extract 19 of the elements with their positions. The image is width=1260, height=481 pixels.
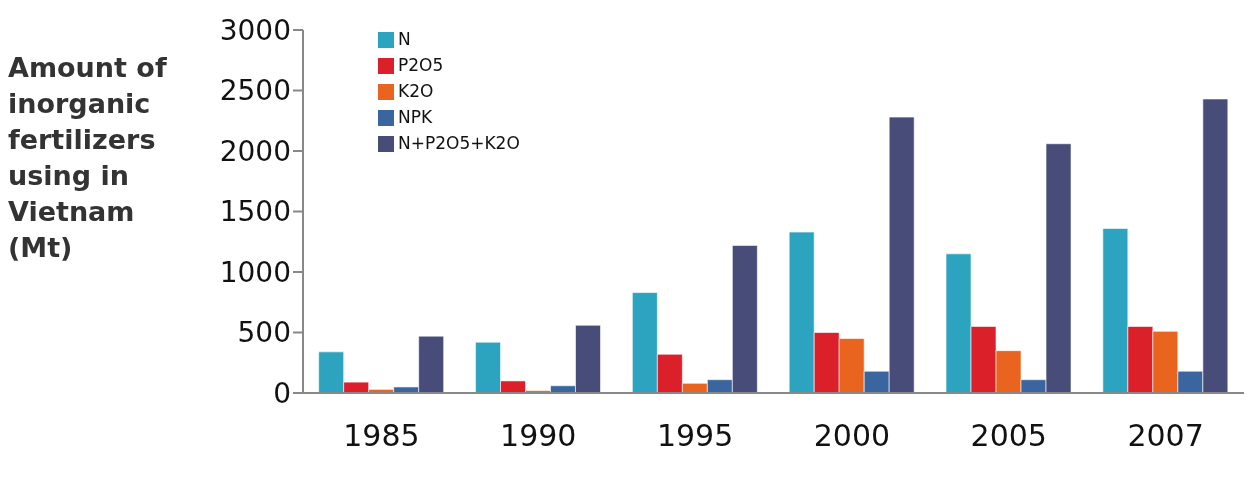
y-tick-label: 3000 [219,13,291,47]
legend-label: NPK [398,107,433,127]
legend-label: K2O [398,81,434,101]
y-axis-title: Amount of inorganic fertilizers using in Vietnam (Mt) [8,51,168,265]
y-tick-label: 0 [273,376,291,410]
x-tick-label: 2000 [813,418,891,454]
y-tick-label: 2500 [219,74,291,108]
legend-label: N+P2O5+K2O [398,133,520,153]
y-tick-label: 500 [237,316,291,350]
y-tick-label: 1500 [219,195,291,229]
x-tick-label: 1985 [343,418,420,454]
y-tick-label: 1000 [219,255,291,289]
y-tick-label: 2000 [219,134,291,168]
legend-label: P2O5 [398,55,444,75]
x-tick-label: 1995 [656,418,734,454]
x-tick-label: 1990 [500,418,577,454]
x-tick-label: 2007 [1127,418,1204,454]
legend-label: N [398,29,411,49]
x-tick-label: 2005 [970,418,1047,454]
